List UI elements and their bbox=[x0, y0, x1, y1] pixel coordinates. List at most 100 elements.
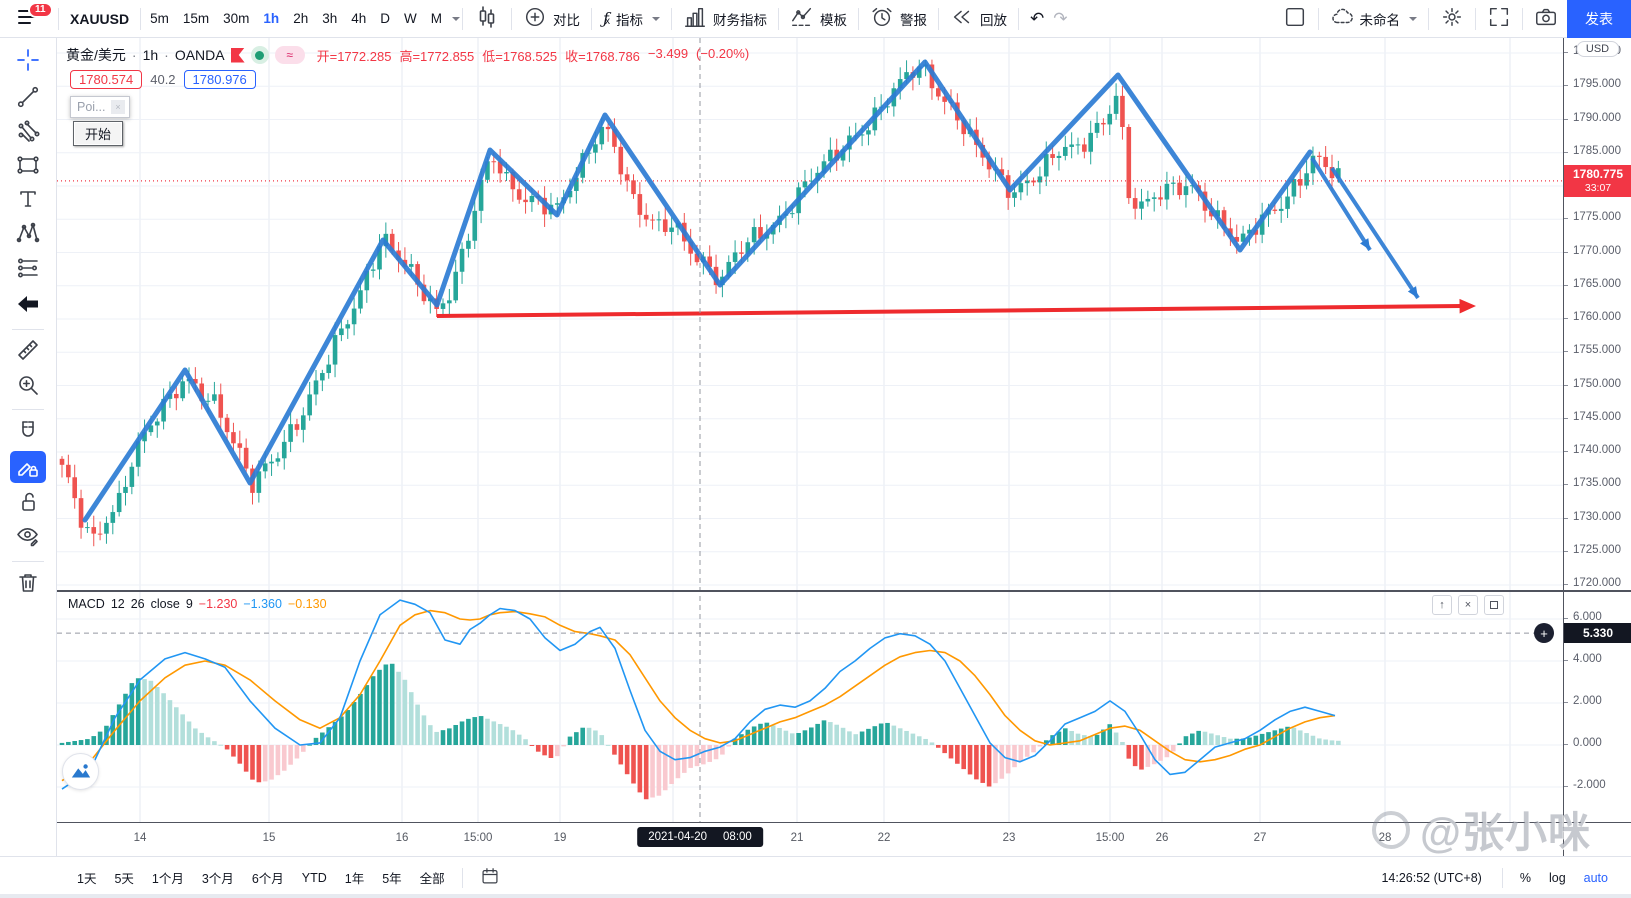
time-tick: 15:00 bbox=[1095, 832, 1125, 844]
log-scale-button[interactable]: log bbox=[1548, 870, 1566, 885]
separator bbox=[670, 7, 672, 30]
price-tick: 1785.000 bbox=[1564, 144, 1621, 157]
symbol-legend[interactable]: 黄金/美元 · 1h · OANDA ≈ 开=1772.285 高=1772.8… bbox=[66, 45, 750, 64]
undo-icon: ↶ bbox=[1029, 8, 1045, 29]
publish-button[interactable]: 发表 bbox=[1567, 0, 1631, 38]
undo-button[interactable]: ↶ bbox=[1021, 0, 1053, 37]
text-tool[interactable] bbox=[10, 183, 46, 215]
measure-from-price[interactable]: 1780.574 bbox=[70, 70, 143, 89]
ruler-tool[interactable] bbox=[10, 334, 46, 366]
pitchfork-tool[interactable] bbox=[10, 115, 46, 147]
market-status-icon[interactable] bbox=[250, 46, 269, 64]
toolbar-separator bbox=[12, 561, 44, 562]
range-5年[interactable]: 5年 bbox=[382, 872, 402, 886]
range-全部[interactable]: 全部 bbox=[419, 872, 445, 886]
price-tick: 1740.000 bbox=[1564, 444, 1621, 456]
drawing-lock-tool[interactable] bbox=[10, 451, 46, 483]
price-tick: 1745.000 bbox=[1564, 410, 1621, 423]
crosshair-tool[interactable] bbox=[10, 44, 46, 76]
timeframe-2h[interactable]: 2h bbox=[293, 11, 309, 26]
price-tick: 1770.000 bbox=[1564, 244, 1621, 257]
tradingview-logo[interactable] bbox=[62, 753, 99, 790]
alert-button[interactable]: 警报 bbox=[861, 0, 936, 37]
timeframe-15m[interactable]: 15m bbox=[182, 11, 210, 26]
magnet-tool[interactable] bbox=[10, 415, 46, 447]
price-tick: 1720.000 bbox=[1564, 577, 1621, 589]
approx-price-badge[interactable]: ≈ bbox=[274, 46, 305, 64]
range-1年[interactable]: 1年 bbox=[344, 872, 365, 886]
settings-button[interactable] bbox=[1431, 0, 1473, 37]
compare-button[interactable]: 对比 bbox=[514, 0, 589, 37]
time-tick: 16 bbox=[395, 832, 409, 844]
price-axis[interactable]: USD 1780.775 33:07 5.330 1800.0001795.00… bbox=[1563, 38, 1631, 822]
forecast-tool[interactable] bbox=[10, 252, 46, 284]
separator bbox=[1017, 7, 1019, 30]
time-tick: 22 bbox=[877, 832, 891, 844]
measure-to-price[interactable]: 1780.976 bbox=[183, 70, 256, 89]
pane-move-up-button[interactable]: ↑ bbox=[1432, 595, 1452, 615]
chevron-down-icon bbox=[1409, 16, 1417, 21]
range-5天[interactable]: 5天 bbox=[114, 872, 134, 886]
range-YTD[interactable]: YTD bbox=[301, 870, 327, 885]
save-layout-button[interactable]: 未命名 bbox=[1321, 0, 1427, 37]
snapshot-button[interactable] bbox=[1525, 0, 1567, 37]
arrow-tool[interactable] bbox=[10, 288, 46, 320]
range-6个月[interactable]: 6个月 bbox=[251, 872, 284, 886]
timeframe-3h[interactable]: 3h bbox=[322, 11, 338, 26]
pane-controls: ↑ × bbox=[1432, 595, 1504, 615]
pane-close-button[interactable]: × bbox=[1458, 595, 1478, 615]
macd-legend[interactable]: MACD 12 26 close 9 −1.230 −1.360 −0.130 bbox=[68, 597, 327, 611]
timeframe-4h[interactable]: 4h bbox=[351, 11, 367, 26]
timeframe-M[interactable]: M bbox=[430, 11, 443, 26]
pattern-tool[interactable] bbox=[10, 217, 46, 249]
separator bbox=[1317, 7, 1319, 30]
redo-button[interactable]: ↷ bbox=[1053, 0, 1076, 37]
chevron-down-icon[interactable] bbox=[452, 16, 461, 21]
chart-canvas[interactable] bbox=[57, 38, 1563, 822]
clock[interactable]: 14:26:52 (UTC+8) bbox=[1381, 870, 1482, 885]
pane-divider[interactable] bbox=[1563, 590, 1631, 592]
zoom-in-tool[interactable] bbox=[10, 369, 46, 401]
time-axis[interactable]: 2021-04-20 08:00 14 15 16 15:00 19 21 22 23 15:00… bbox=[57, 822, 1563, 856]
close-icon[interactable]: × bbox=[111, 100, 125, 114]
timeframe-W[interactable]: W bbox=[404, 11, 417, 26]
time-tick: 15 bbox=[262, 832, 276, 844]
chart-type-button[interactable] bbox=[465, 0, 509, 37]
currency-badge[interactable]: USD bbox=[1575, 41, 1620, 57]
layout-button[interactable] bbox=[1274, 0, 1316, 37]
go-to-date-button[interactable] bbox=[471, 866, 509, 889]
replay-label: 回放 bbox=[979, 12, 1007, 28]
macd-tick: 2.000 bbox=[1564, 695, 1602, 707]
timeframe-D[interactable]: D bbox=[380, 11, 391, 26]
hide-drawings-tool[interactable] bbox=[10, 520, 46, 552]
percent-scale-button[interactable]: % bbox=[1519, 870, 1531, 885]
separator bbox=[511, 7, 513, 30]
bar-chart-icon bbox=[683, 5, 707, 32]
auto-scale-button[interactable]: auto bbox=[1583, 870, 1608, 885]
fullscreen-button[interactable] bbox=[1478, 0, 1520, 37]
replay-button[interactable]: 回放 bbox=[941, 0, 1016, 37]
range-1个月[interactable]: 1个月 bbox=[151, 872, 184, 886]
timeframe-1h[interactable]: 1h bbox=[263, 11, 280, 26]
template-chart-icon bbox=[790, 5, 814, 32]
add-alert-plus-icon[interactable]: + bbox=[1534, 623, 1554, 643]
toolbar-separator bbox=[12, 409, 44, 410]
date-range-group: 1天 5天 1个月 3个月 6个月 YTD 1年 5年 全部 bbox=[68, 868, 454, 887]
range-3个月[interactable]: 3个月 bbox=[201, 872, 234, 886]
templates-button[interactable]: 模板 bbox=[781, 0, 856, 37]
range-1天[interactable]: 1天 bbox=[77, 872, 97, 886]
timeframe-30m[interactable]: 30m bbox=[223, 11, 250, 26]
pane-maximize-button[interactable] bbox=[1484, 595, 1504, 615]
symbol-button[interactable]: XAUUSD bbox=[70, 10, 130, 27]
indicators-button[interactable]: ƒx 指标 bbox=[594, 0, 669, 37]
lock-all-tool[interactable] bbox=[10, 486, 46, 518]
start-button[interactable]: 开始 bbox=[73, 121, 123, 146]
remove-drawings-tool[interactable] bbox=[10, 567, 46, 599]
main-menu-button[interactable]: 11 bbox=[0, 0, 56, 37]
time-tick: 14 bbox=[133, 832, 147, 844]
financials-button[interactable]: 财务指标 bbox=[674, 0, 776, 37]
trend-line-tool[interactable] bbox=[10, 81, 46, 113]
timeframe-5m[interactable]: 5m bbox=[150, 11, 169, 26]
price-tick: 1765.000 bbox=[1564, 277, 1621, 290]
shapes-tool[interactable] bbox=[10, 149, 46, 181]
